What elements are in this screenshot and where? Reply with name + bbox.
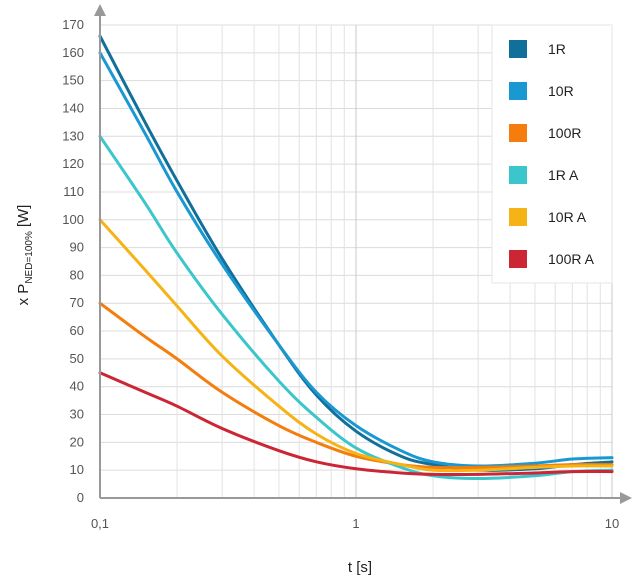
legend-box (491, 24, 613, 284)
x-tick-label: 1 (352, 516, 359, 531)
legend-label: 1R (548, 41, 566, 57)
y-tick-label: 10 (70, 462, 84, 477)
y-tick-label: 140 (62, 100, 84, 115)
y-tick-label: 80 (70, 267, 84, 282)
legend-swatch (509, 166, 527, 184)
y-tick-label: 150 (62, 73, 84, 88)
series-line-5 (98, 218, 614, 473)
series-line-2 (98, 51, 614, 468)
tick-labels: 0102030405060708090100110120130140150160… (62, 17, 619, 531)
legend-swatch (509, 250, 527, 268)
legend: 1R 10R 100R 1R A 10R A 100R A (491, 24, 613, 284)
y-tick-label: 100 (62, 212, 84, 227)
legend-label: 100R (548, 125, 581, 141)
x-axis-arrow-icon (620, 492, 632, 504)
y-tick-label: 20 (70, 434, 84, 449)
y-tick-label: 40 (70, 379, 84, 394)
legend-label: 10R (548, 83, 574, 99)
series-line-6 (98, 371, 614, 477)
legend-swatch (509, 124, 527, 142)
legend-swatch (509, 40, 527, 58)
y-axis-title: x PNED=100% [W] (15, 205, 35, 306)
y-tick-label: 120 (62, 156, 84, 171)
y-tick-label: 60 (70, 323, 84, 338)
x-tick-label: 0,1 (91, 516, 109, 531)
y-tick-label: 110 (63, 184, 84, 199)
legend-label: 100R A (548, 251, 595, 267)
y-axis-title-subscript: NED=100% (24, 231, 35, 284)
series-line-4 (98, 134, 614, 481)
y-axis-arrow-icon (94, 4, 106, 16)
y-axis-title-prefix: x P (15, 284, 32, 306)
legend-label: 10R A (548, 209, 587, 225)
y-tick-label: 90 (70, 240, 84, 255)
y-tick-label: 0 (77, 490, 84, 505)
y-axis-title-suffix: [W] (15, 205, 32, 228)
legend-swatch (509, 82, 527, 100)
y-tick-label: 170 (62, 17, 84, 32)
series-lines (98, 34, 614, 481)
y-tick-label: 30 (70, 407, 84, 422)
x-tick-label: 10 (605, 516, 619, 531)
axes (94, 4, 632, 504)
y-tick-label: 70 (70, 295, 84, 310)
legend-label: 1R A (548, 167, 579, 183)
y-tick-label: 50 (70, 351, 84, 366)
legend-swatch (509, 208, 527, 226)
y-tick-label: 160 (62, 45, 84, 60)
x-axis-title: t [s] (348, 559, 372, 576)
y-tick-label: 130 (62, 128, 84, 143)
